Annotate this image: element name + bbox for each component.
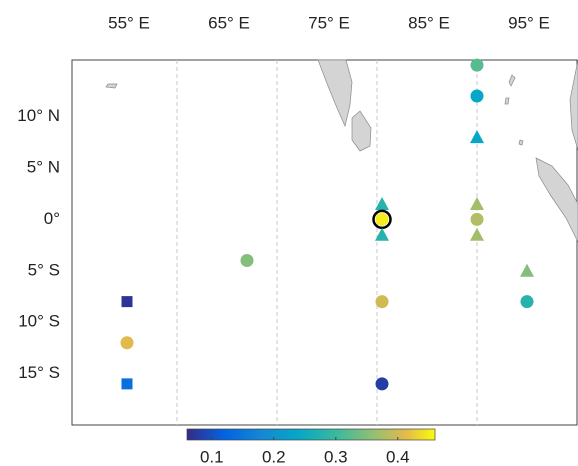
land xyxy=(105,59,578,243)
y-tick-label: 15° S xyxy=(18,363,60,382)
x-tick-label: 95° E xyxy=(508,13,550,32)
station-triangle xyxy=(520,263,534,277)
station-circle xyxy=(470,89,484,103)
station-triangle xyxy=(375,227,389,241)
y-tick-label: 10° N xyxy=(17,106,60,125)
colorbar-label: 0.4 xyxy=(386,447,410,466)
station-square xyxy=(121,296,133,308)
station-circle xyxy=(240,253,254,267)
colorbar-label: 0.3 xyxy=(324,447,348,466)
station-triangle xyxy=(375,196,389,210)
colorbar xyxy=(186,428,436,441)
station-triangle xyxy=(470,130,484,144)
y-tick-label: 10° S xyxy=(18,312,60,331)
colorbar-label: 0.2 xyxy=(262,447,286,466)
station-square xyxy=(121,378,133,390)
station-circle xyxy=(120,336,134,350)
x-tick-label: 75° E xyxy=(308,13,350,32)
station-circle xyxy=(470,58,484,72)
station-circle xyxy=(375,377,389,391)
station-circle xyxy=(520,295,534,309)
y-tick-label: 5° S xyxy=(28,260,60,279)
x-tick-label: 85° E xyxy=(408,13,450,32)
station-triangle xyxy=(470,196,484,210)
colorbar-label: 0.1 xyxy=(200,447,224,466)
x-tick-label: 65° E xyxy=(208,13,250,32)
x-tick-label: 55° E xyxy=(108,13,150,32)
map-frame xyxy=(71,59,578,426)
y-tick-label: 0° xyxy=(44,209,60,228)
station-circle xyxy=(470,212,484,226)
station-circle xyxy=(375,295,389,309)
y-tick-label: 5° N xyxy=(27,157,60,176)
station-triangle xyxy=(470,227,484,241)
station-circle xyxy=(375,212,389,226)
